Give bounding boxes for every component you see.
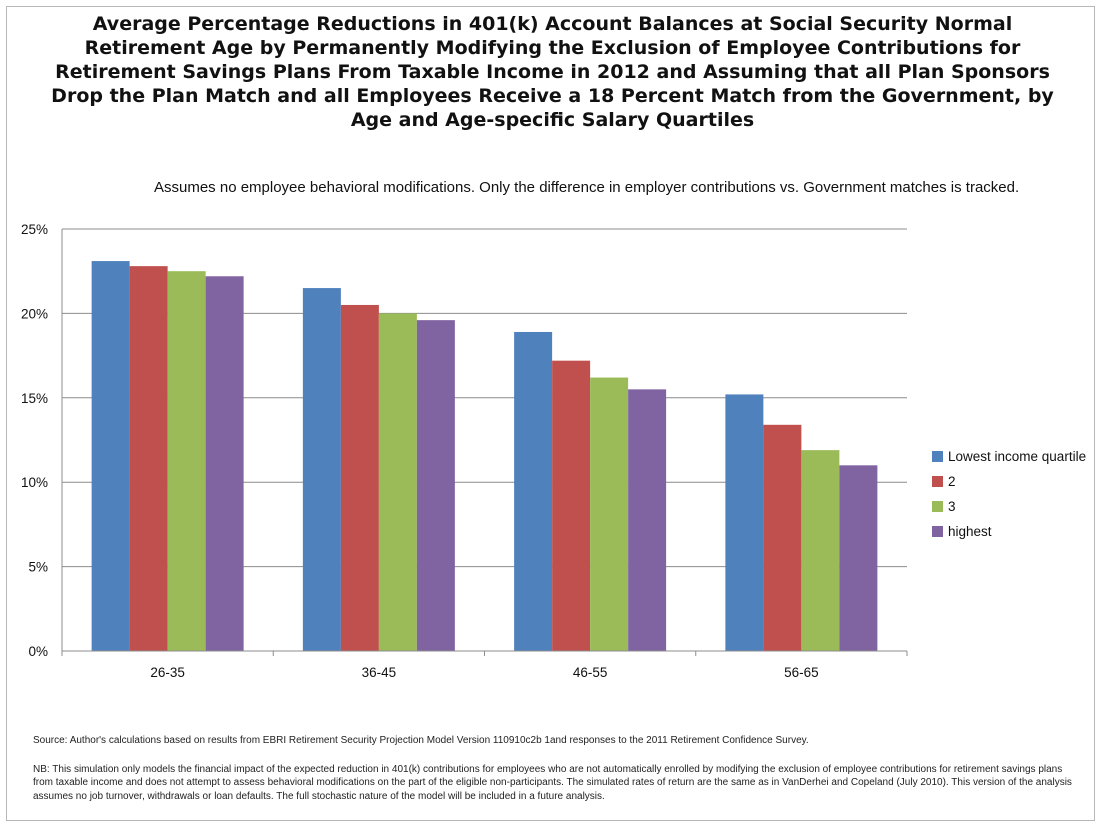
legend-swatch bbox=[932, 501, 943, 512]
y-tick-label: 0% bbox=[28, 644, 48, 659]
bar bbox=[725, 394, 764, 651]
bar bbox=[590, 377, 629, 651]
x-tick-label: 26-35 bbox=[150, 665, 185, 680]
bar bbox=[514, 331, 553, 651]
legend-item: highest bbox=[932, 519, 1086, 544]
bar bbox=[801, 450, 840, 651]
bar bbox=[839, 465, 878, 651]
chart-frame bbox=[6, 6, 1095, 821]
y-tick-label: 5% bbox=[28, 560, 48, 575]
y-tick-label: 10% bbox=[21, 475, 48, 490]
bar bbox=[91, 261, 130, 651]
legend-item: 3 bbox=[932, 494, 1086, 519]
bar bbox=[302, 288, 341, 651]
bar bbox=[763, 424, 802, 651]
legend-swatch bbox=[932, 451, 943, 462]
y-tick-label: 25% bbox=[21, 222, 48, 237]
legend-swatch bbox=[932, 526, 943, 537]
legend-label: 3 bbox=[948, 499, 956, 514]
y-tick-label: 20% bbox=[21, 306, 48, 321]
bar bbox=[340, 304, 379, 651]
bar bbox=[167, 271, 206, 651]
x-tick-label: 56-65 bbox=[784, 665, 819, 680]
x-tick-label: 46-55 bbox=[573, 665, 608, 680]
legend-label: Lowest income quartile bbox=[948, 449, 1087, 464]
chart-legend: Lowest income quartile 2 3 highest bbox=[932, 444, 1086, 544]
legend-swatch bbox=[932, 476, 943, 487]
nb-note: NB: This simulation only models the fina… bbox=[33, 764, 1072, 802]
bar bbox=[628, 389, 667, 651]
bar bbox=[129, 266, 168, 651]
source-note: Source: Author's calculations based on r… bbox=[33, 735, 809, 746]
bar bbox=[378, 313, 417, 651]
x-tick-label: 36-45 bbox=[362, 665, 397, 680]
legend-item: Lowest income quartile bbox=[932, 444, 1086, 469]
bar bbox=[416, 320, 455, 651]
bar bbox=[205, 276, 244, 651]
legend-label: 2 bbox=[948, 474, 956, 489]
y-tick-label: 15% bbox=[21, 391, 48, 406]
chart-title: Average Percentage Reductions in 401(k) … bbox=[51, 13, 1054, 131]
legend-label: highest bbox=[948, 524, 992, 539]
bar bbox=[552, 360, 591, 651]
chart-subtitle: Assumes no employee behavioral modificat… bbox=[154, 179, 1020, 196]
legend-item: 2 bbox=[932, 469, 1086, 494]
